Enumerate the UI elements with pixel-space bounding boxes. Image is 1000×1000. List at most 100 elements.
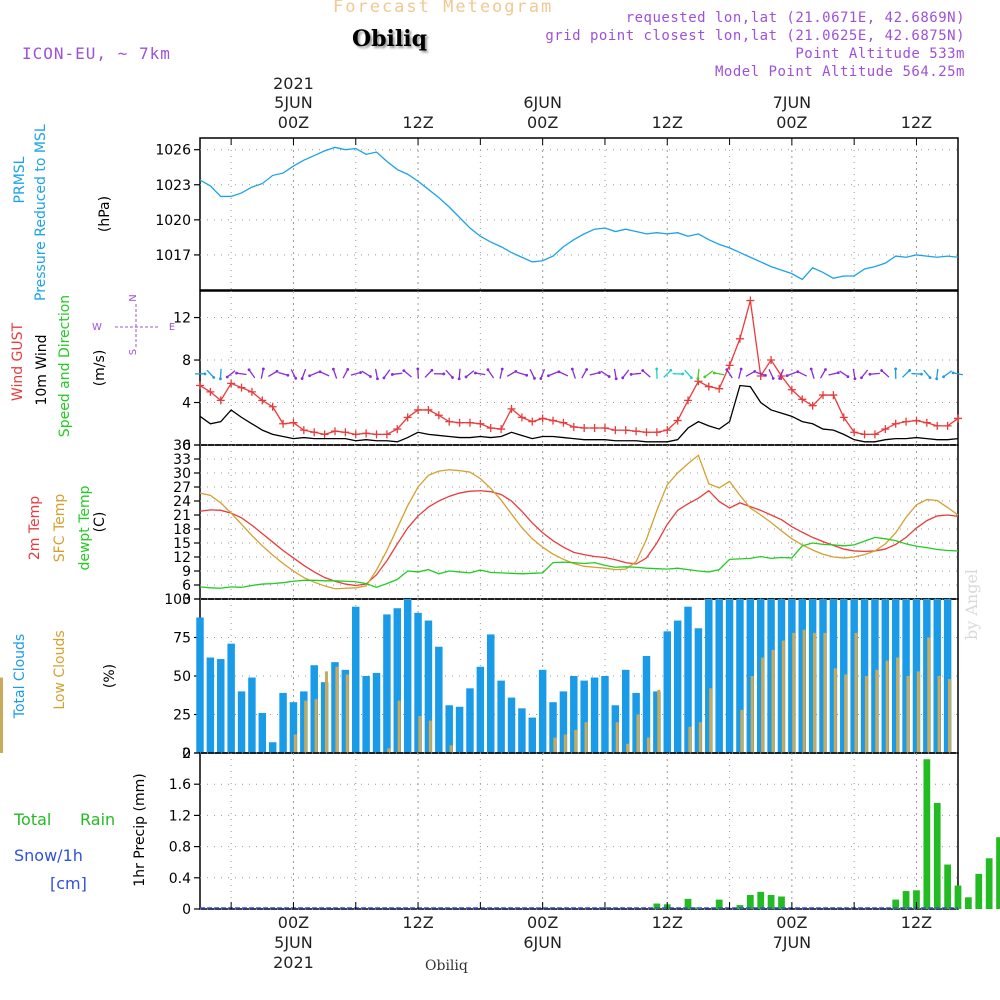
wind-arrow-head xyxy=(942,375,945,379)
low-cloud-bar xyxy=(449,745,453,753)
snow-unit-label: [cm] xyxy=(50,874,87,893)
gust-marker xyxy=(237,383,246,392)
wind-arrow xyxy=(417,368,419,379)
total-cloud-bar xyxy=(279,692,287,753)
wind-arrow-head xyxy=(486,368,490,372)
wind-arrow xyxy=(350,371,361,376)
wind-arrow xyxy=(403,370,412,378)
low-cloud-bar xyxy=(761,657,765,753)
y-tick-label: 1.6 xyxy=(169,777,191,793)
total-cloud-bar xyxy=(798,599,806,753)
wind-arrow-head xyxy=(928,376,932,380)
wind-arrow-head xyxy=(359,371,362,374)
wind-arrow xyxy=(319,371,330,377)
wind-arrow xyxy=(465,370,475,378)
gust-marker xyxy=(839,413,848,422)
total-cloud-bar xyxy=(840,599,848,753)
wind-arrow xyxy=(581,369,588,379)
low-cloud-bar xyxy=(584,722,588,753)
gust-marker xyxy=(673,416,682,425)
wind-arrow-head xyxy=(764,373,767,377)
total-cloud-bar xyxy=(736,599,744,753)
gust-marker xyxy=(632,427,641,436)
total-cloud-bar xyxy=(767,599,775,753)
low-cloud-bar xyxy=(844,674,848,753)
gust-marker xyxy=(912,416,921,425)
total-cloud-bar xyxy=(663,631,671,753)
wind-arrow xyxy=(726,369,733,379)
total-cloud-bar xyxy=(403,599,412,753)
total-cloud-bar xyxy=(310,665,318,753)
wind-arrow-head xyxy=(621,376,625,380)
total-cloud-bar xyxy=(943,599,952,753)
low-cloud-bar xyxy=(792,632,796,753)
low-cloud-bar xyxy=(314,699,318,753)
wind-arrow xyxy=(797,371,808,377)
wind-arrow-head xyxy=(696,377,700,381)
gust-marker xyxy=(382,430,391,439)
wind-arrow xyxy=(902,369,911,378)
wind-arrow-head xyxy=(451,376,454,379)
low-cloud-bar xyxy=(916,671,920,753)
gust-marker xyxy=(954,414,962,423)
model-label: ICON-EU, ~ 7km xyxy=(22,44,171,63)
total-cloud-bar xyxy=(881,599,890,753)
wind-arrow-head xyxy=(539,377,543,380)
time-tick-label: 00Z xyxy=(278,113,309,132)
total-cloud-bar xyxy=(705,599,713,753)
rain-bar xyxy=(684,898,692,909)
wind-arrow-head xyxy=(585,368,589,371)
y-tick-label: 6 xyxy=(182,578,191,594)
wind-arrow xyxy=(952,372,964,376)
wind-arrow-head xyxy=(368,375,372,378)
total-cloud-bar xyxy=(320,682,329,753)
y-tick-label: 1020 xyxy=(155,213,191,229)
wind-arrow-head xyxy=(809,367,813,371)
wind-arrow-head xyxy=(402,369,406,373)
total-cloud-bar xyxy=(871,599,879,753)
rain-bar xyxy=(975,873,983,909)
gust-marker xyxy=(258,396,267,405)
wind-arrow-head xyxy=(880,369,883,372)
total-cloud-bar xyxy=(528,717,537,753)
gust-marker xyxy=(393,425,402,434)
wind-arrow-head xyxy=(920,372,923,376)
rain-bar xyxy=(923,759,931,909)
y-tick-label: 2 xyxy=(182,746,191,762)
rain-bar xyxy=(965,897,972,909)
wind-arrow-head xyxy=(894,367,898,371)
total-cloud-bar xyxy=(642,655,651,753)
wind-arrow-head xyxy=(442,372,446,376)
rain-bar xyxy=(736,905,744,909)
rain-bar xyxy=(892,899,900,909)
panel-frame xyxy=(199,137,959,291)
wind-arrow xyxy=(768,369,774,379)
gust-marker xyxy=(268,402,277,411)
compass-e: E xyxy=(169,322,175,333)
y-tick-label: 12 xyxy=(173,311,191,327)
low-cloud-bar xyxy=(553,737,557,753)
total-cloud-bar xyxy=(206,657,215,753)
total-cloud-bar xyxy=(414,612,422,753)
wind-arrow xyxy=(704,370,714,378)
low-cloud-bar xyxy=(875,669,879,753)
station-name: Obiliq xyxy=(352,26,428,52)
low-cloud-bar xyxy=(947,679,951,753)
gust-marker xyxy=(486,424,495,433)
y-tick-label: 33 xyxy=(173,452,191,468)
wind-arrow xyxy=(248,369,256,379)
y-tick-label: 0 xyxy=(182,902,191,918)
low-cloud-bar xyxy=(833,668,837,753)
gust-marker xyxy=(196,381,204,390)
wind-arrow xyxy=(301,368,307,379)
gust-marker xyxy=(414,405,423,414)
time-tick-label: 00Z xyxy=(776,113,807,132)
wind-arrow-head xyxy=(725,368,729,372)
wind-arrow-head xyxy=(753,370,757,373)
total-cloud-bar xyxy=(497,680,505,753)
gust-marker xyxy=(497,425,506,434)
wind-arrow xyxy=(642,370,651,378)
requested-coordinates: requested lon,lat (21.0671E, 42.6869N) xyxy=(625,10,965,26)
wind-arrow xyxy=(839,370,849,378)
